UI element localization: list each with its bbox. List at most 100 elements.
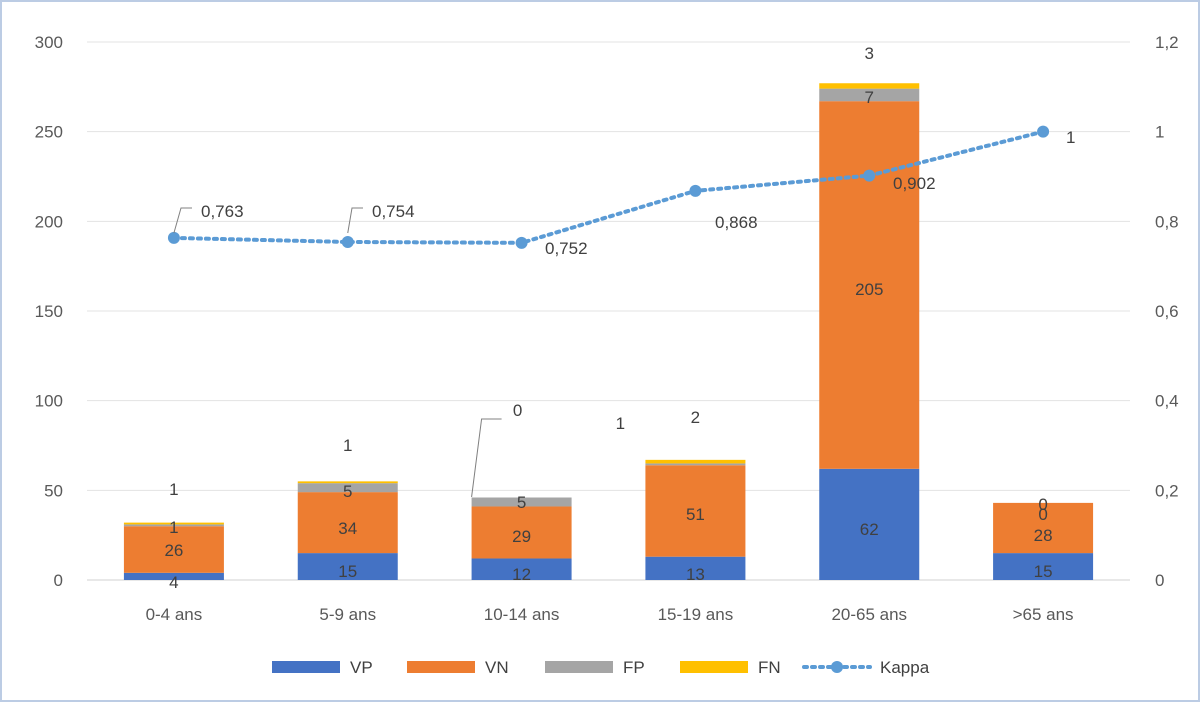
bar-label-vp: 15 xyxy=(338,562,357,581)
right-tick-label: 0,8 xyxy=(1155,212,1179,231)
bar-label-vp: 12 xyxy=(512,565,531,584)
right-tick-label: 0,6 xyxy=(1155,302,1179,321)
left-tick-label: 150 xyxy=(35,302,63,321)
bar-fp-1 xyxy=(123,524,224,527)
bar-label-fp: 0 xyxy=(1038,505,1047,524)
kappa-leader-2 xyxy=(347,207,363,234)
bar-label-fn: 0 xyxy=(1038,495,1047,514)
bar-label-fp: 7 xyxy=(865,88,874,107)
category-label: >65 ans xyxy=(1013,605,1074,624)
kappa-line: 0,763 0,754 0,752 0,868 0,902 1 xyxy=(167,125,1075,258)
category-label: 10-14 ans xyxy=(484,605,560,624)
kappa-point-2 xyxy=(341,235,354,248)
kappa-label-1: 0,763 xyxy=(201,202,244,221)
bar-label-vp: 13 xyxy=(686,565,705,584)
bar-label-vp: 4 xyxy=(169,573,178,592)
bar-fn-5 xyxy=(819,83,920,89)
bar-vn-3 xyxy=(471,506,572,559)
bar-fn-2 xyxy=(297,481,398,484)
bar-label-fn: 3 xyxy=(865,44,874,63)
category-label: 5-9 ans xyxy=(319,605,376,624)
kappa-point-6 xyxy=(1037,125,1050,138)
bar-vn-2 xyxy=(297,492,398,554)
bar-vp-5 xyxy=(819,468,920,580)
right-tick-label: 1,2 xyxy=(1155,33,1179,52)
bar-vp-6 xyxy=(993,553,1094,580)
legend: VP VN FP FN Kappa xyxy=(272,658,930,677)
bar-label-fn: 2 xyxy=(691,408,700,427)
bar-fn-4 xyxy=(645,459,746,464)
leader-line xyxy=(471,418,502,498)
kappa-line-path xyxy=(171,129,1046,245)
right-tick-label: 0,2 xyxy=(1155,481,1179,500)
bars xyxy=(123,83,1094,580)
legend-label-vp: VP xyxy=(350,658,373,677)
left-tick-label: 250 xyxy=(35,123,63,142)
kappa-label-3: 0,752 xyxy=(545,239,588,258)
bar-label-fp: 5 xyxy=(517,493,526,512)
legend-marker-kappa xyxy=(831,661,843,673)
bar-vn-1 xyxy=(123,526,224,573)
bar-fp-4 xyxy=(645,463,746,466)
legend-swatch-vn xyxy=(407,661,475,673)
category-labels: 0-4 ans 5-9 ans 10-14 ans 15-19 ans 20-65 an… xyxy=(146,605,1074,624)
bar-fp-3 xyxy=(471,497,572,507)
bar-label-vn: 34 xyxy=(338,519,357,538)
category-label: 15-19 ans xyxy=(658,605,734,624)
right-tick-label: 0 xyxy=(1155,571,1164,590)
left-axis: 0 50 100 150 200 250 300 xyxy=(35,33,63,590)
bar-fp-5 xyxy=(819,88,920,102)
bar-label-fn: 0 xyxy=(513,401,522,420)
bar-label-fn: 1 xyxy=(169,480,178,499)
left-tick-label: 0 xyxy=(54,571,63,590)
bar-vn-4 xyxy=(645,465,746,557)
left-tick-label: 50 xyxy=(44,481,63,500)
bar-fp-2 xyxy=(297,483,398,493)
category-label: 20-65 ans xyxy=(831,605,907,624)
kappa-leader-1 xyxy=(173,207,192,234)
bar-vp-4 xyxy=(645,556,746,580)
bar-label-vn: 29 xyxy=(512,527,531,546)
left-tick-label: 200 xyxy=(35,212,63,231)
legend-label-fn: FN xyxy=(758,658,781,677)
bar-vn-6 xyxy=(993,502,1094,554)
right-tick-label: 0,4 xyxy=(1155,392,1179,411)
kappa-point-4 xyxy=(689,184,702,197)
kappa-point-1 xyxy=(167,231,180,244)
bar-vn-5 xyxy=(819,101,920,469)
bar-label-fp: 1 xyxy=(616,414,625,433)
bar-label-vp: 62 xyxy=(860,520,879,539)
kappa-label-5: 0,902 xyxy=(893,174,936,193)
kappa-point-3 xyxy=(515,236,528,249)
kappa-label-2: 0,754 xyxy=(372,202,415,221)
bar-label-fp: 1 xyxy=(169,518,178,537)
bar-label-vn: 26 xyxy=(164,541,183,560)
left-tick-label: 300 xyxy=(35,33,63,52)
kappa-label-4: 0,868 xyxy=(715,213,758,232)
bar-vp-2 xyxy=(297,553,398,580)
legend-label-fp: FP xyxy=(623,658,645,677)
bar-label-vn: 205 xyxy=(855,280,883,299)
category-label: 0-4 ans xyxy=(146,605,203,624)
right-tick-label: 1 xyxy=(1155,123,1164,142)
bar-label-vp: 15 xyxy=(1034,562,1053,581)
legend-swatch-fn xyxy=(680,661,748,673)
gridlines xyxy=(87,41,1130,581)
kappa-point-5 xyxy=(863,169,876,182)
bar-label-vn: 51 xyxy=(686,505,705,524)
left-tick-label: 100 xyxy=(35,392,63,411)
legend-swatch-fp xyxy=(545,661,613,673)
bar-label-fp: 5 xyxy=(343,482,352,501)
legend-label-vn: VN xyxy=(485,658,509,677)
right-axis: 0 0,2 0,4 0,6 0,8 1 1,2 xyxy=(1155,33,1179,590)
kappa-label-6: 1 xyxy=(1066,128,1075,147)
legend-label-kappa: Kappa xyxy=(880,658,930,677)
bar-vp-1 xyxy=(123,572,224,580)
legend-swatch-vp xyxy=(272,661,340,673)
bar-vp-3 xyxy=(471,558,572,580)
bar-fn-1 xyxy=(123,522,224,525)
